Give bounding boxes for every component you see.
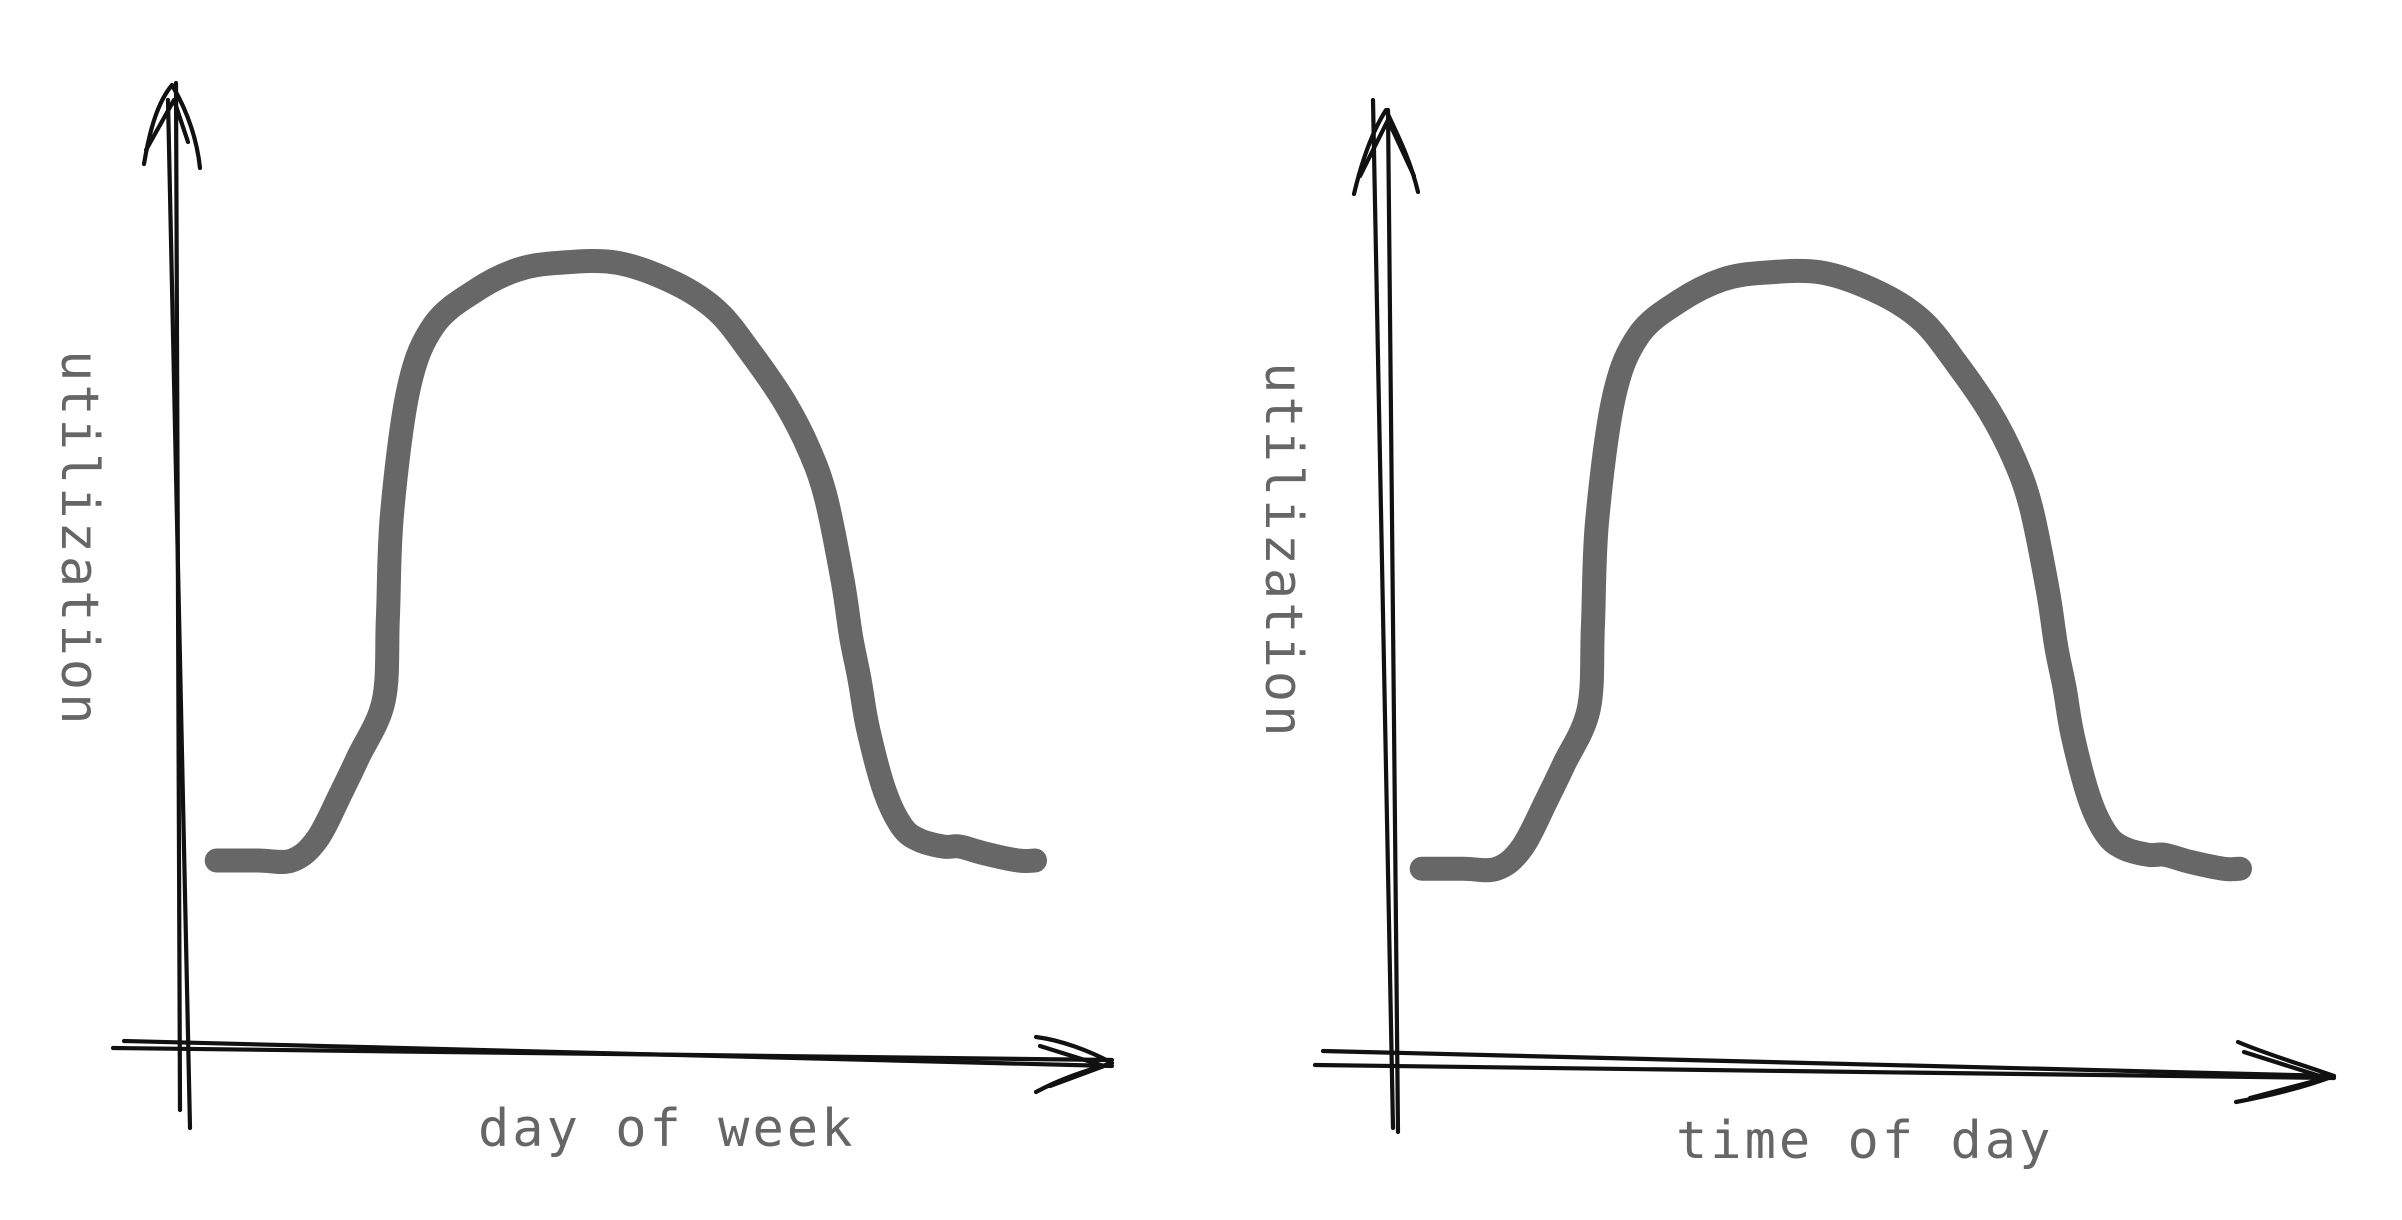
y-axis-line: [1370, 97, 1396, 1131]
x-axis-line-overstroke: [1312, 1062, 2337, 1081]
y-axis-line-overstroke: [1385, 107, 1401, 1135]
x-axis-arrowhead-overstroke: [1037, 1043, 1107, 1089]
utilization-series-line: [1409, 258, 2252, 883]
chart-day-of-week: utilization day of week: [49, 80, 1115, 1159]
chart-time-of-day: utilization time of day: [1253, 97, 2337, 1171]
x-axis-line: [1320, 1048, 2337, 1079]
y-axis-arrowhead-overstroke: [1357, 117, 1417, 179]
x-axis-arrowhead-overstroke: [2241, 1049, 2329, 1101]
x-axis-label: day of week: [478, 1099, 855, 1159]
y-axis-arrowhead-overstroke: [143, 97, 191, 153]
y-axis-label: utilization: [49, 350, 109, 727]
x-axis-label: time of day: [1676, 1111, 2053, 1171]
y-axis-arrowhead: [141, 82, 203, 171]
x-axis-line-overstroke: [121, 1038, 1115, 1069]
utilization-series-line: [204, 248, 1047, 875]
y-axis-label: utilization: [1253, 362, 1313, 739]
y-axis-line-overstroke: [165, 97, 193, 1131]
